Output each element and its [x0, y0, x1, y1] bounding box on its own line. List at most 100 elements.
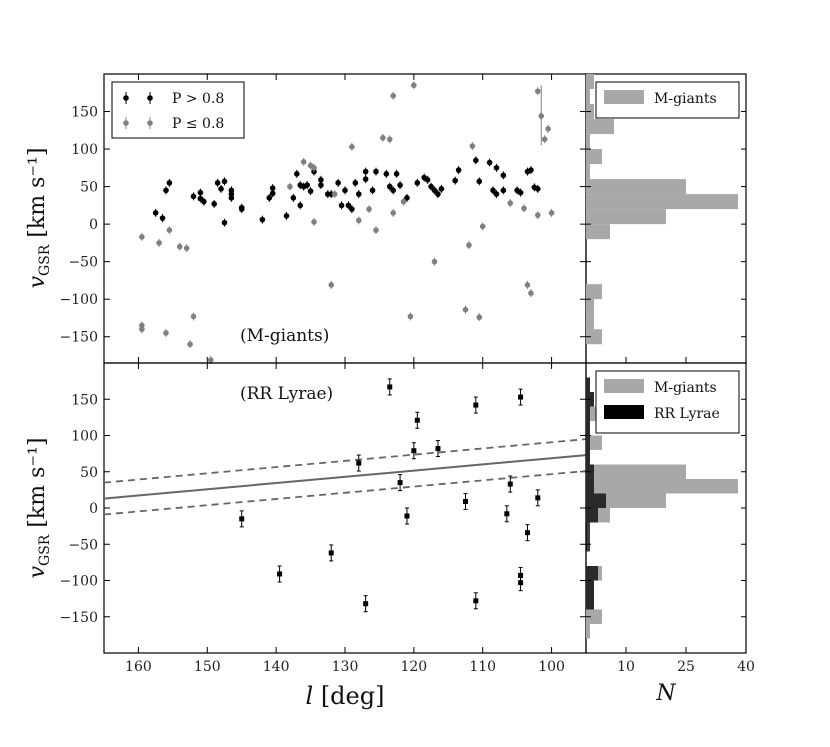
data-point	[197, 195, 204, 202]
data-point	[311, 219, 317, 225]
data-point	[318, 177, 324, 183]
legend-marker	[123, 95, 129, 101]
hist-bar	[586, 508, 598, 523]
x-tick-label: 160	[125, 659, 152, 675]
y-tick-label: 150	[71, 105, 98, 121]
data-point	[490, 187, 496, 194]
data-point	[476, 314, 483, 321]
data-point	[383, 171, 390, 177]
data-point	[197, 189, 204, 196]
hist-bar	[586, 479, 738, 494]
data-point	[476, 178, 483, 185]
hist-bar	[586, 522, 590, 537]
hist-bar	[586, 119, 614, 135]
hist-bar	[586, 493, 606, 508]
x-tick-label: 110	[469, 659, 496, 675]
y-axis-label-top: vGSR [km s⁻¹]	[25, 148, 53, 289]
data-point	[300, 159, 307, 165]
data-point	[156, 240, 162, 246]
data-point	[463, 498, 468, 504]
legend: M-giants	[595, 81, 740, 119]
data-point	[390, 187, 397, 194]
legend-swatch	[604, 90, 644, 104]
legend-swatch	[604, 405, 644, 419]
data-point	[349, 144, 355, 150]
data-point	[393, 171, 400, 177]
hist-bar	[586, 464, 686, 479]
panel-annotation: (M-giants)	[240, 326, 329, 346]
data-point	[277, 571, 283, 577]
hist-bar	[586, 595, 594, 610]
top-histogram-panel: M-giants	[585, 73, 747, 364]
data-point	[318, 182, 324, 188]
data-point	[207, 357, 214, 363]
data-point	[331, 191, 338, 197]
bottom-scatter-panel-rr-lyrae: 150 100 50 0 −50 −100 −150 160 150 140 130 120 110 10…	[60, 362, 587, 675]
data-point	[411, 448, 417, 454]
data-point	[311, 165, 317, 171]
data-point	[328, 282, 335, 288]
data-point	[528, 290, 534, 296]
data-point	[535, 495, 541, 501]
data-point	[159, 215, 166, 221]
data-point	[355, 191, 362, 197]
data-point	[535, 212, 541, 218]
data-point	[307, 188, 314, 194]
x-tick-label: 150	[194, 659, 221, 675]
data-point	[221, 219, 228, 226]
data-point	[469, 143, 476, 149]
data-point	[466, 242, 472, 248]
data-point	[259, 216, 266, 223]
data-point	[238, 206, 245, 212]
data-point	[269, 190, 276, 197]
data-point	[473, 402, 479, 408]
data-point	[228, 195, 235, 201]
hist-bar	[586, 624, 590, 639]
data-point	[435, 446, 441, 452]
hist-bar	[586, 566, 598, 581]
data-point	[387, 384, 393, 390]
hist-bar	[586, 224, 610, 240]
legend-label: M-giants	[654, 380, 717, 396]
data-point	[404, 513, 410, 519]
data-point	[290, 195, 297, 201]
data-point	[166, 227, 173, 233]
data-point	[473, 157, 479, 164]
y-tick-label: 0	[89, 501, 98, 517]
legend-label: P ≤ 0.8	[172, 116, 224, 132]
data-point	[335, 180, 341, 186]
data-point	[397, 480, 403, 486]
data-point	[356, 460, 362, 466]
y-tick-label: −150	[60, 610, 98, 626]
data-point	[166, 180, 173, 186]
data-point	[283, 213, 290, 219]
data-point	[517, 189, 524, 196]
bottom-histogram-panel: 10 25 40 M-giants RR Lyrae	[585, 362, 755, 675]
data-point	[390, 210, 397, 216]
data-point	[342, 187, 348, 194]
data-point	[493, 165, 500, 171]
legend-marker	[123, 120, 129, 126]
hist-bar	[586, 377, 590, 392]
data-point	[535, 88, 541, 95]
hist-bar	[586, 89, 590, 105]
data-point	[524, 282, 531, 288]
data-point	[431, 187, 438, 194]
data-point	[211, 201, 217, 207]
data-point	[541, 136, 548, 143]
data-point	[139, 234, 145, 240]
y-tick-label: −50	[68, 255, 98, 271]
legend-marker	[147, 95, 153, 101]
x-axis-label: l [deg]	[306, 682, 385, 710]
data-point	[328, 550, 334, 556]
legend-marker	[147, 120, 153, 126]
y-tick-label: 100	[71, 429, 98, 445]
top-scatter-panel-m-giants: 150 100 50 0 −50 −100 −150 (M-giants) P > 0.8 P ≤…	[60, 73, 587, 364]
data-point	[183, 245, 190, 251]
hist-x-axis-label: N	[655, 681, 676, 706]
data-point	[428, 183, 434, 190]
data-point	[187, 341, 193, 348]
data-point	[414, 417, 420, 423]
data-point	[190, 313, 197, 320]
data-point	[380, 135, 386, 141]
